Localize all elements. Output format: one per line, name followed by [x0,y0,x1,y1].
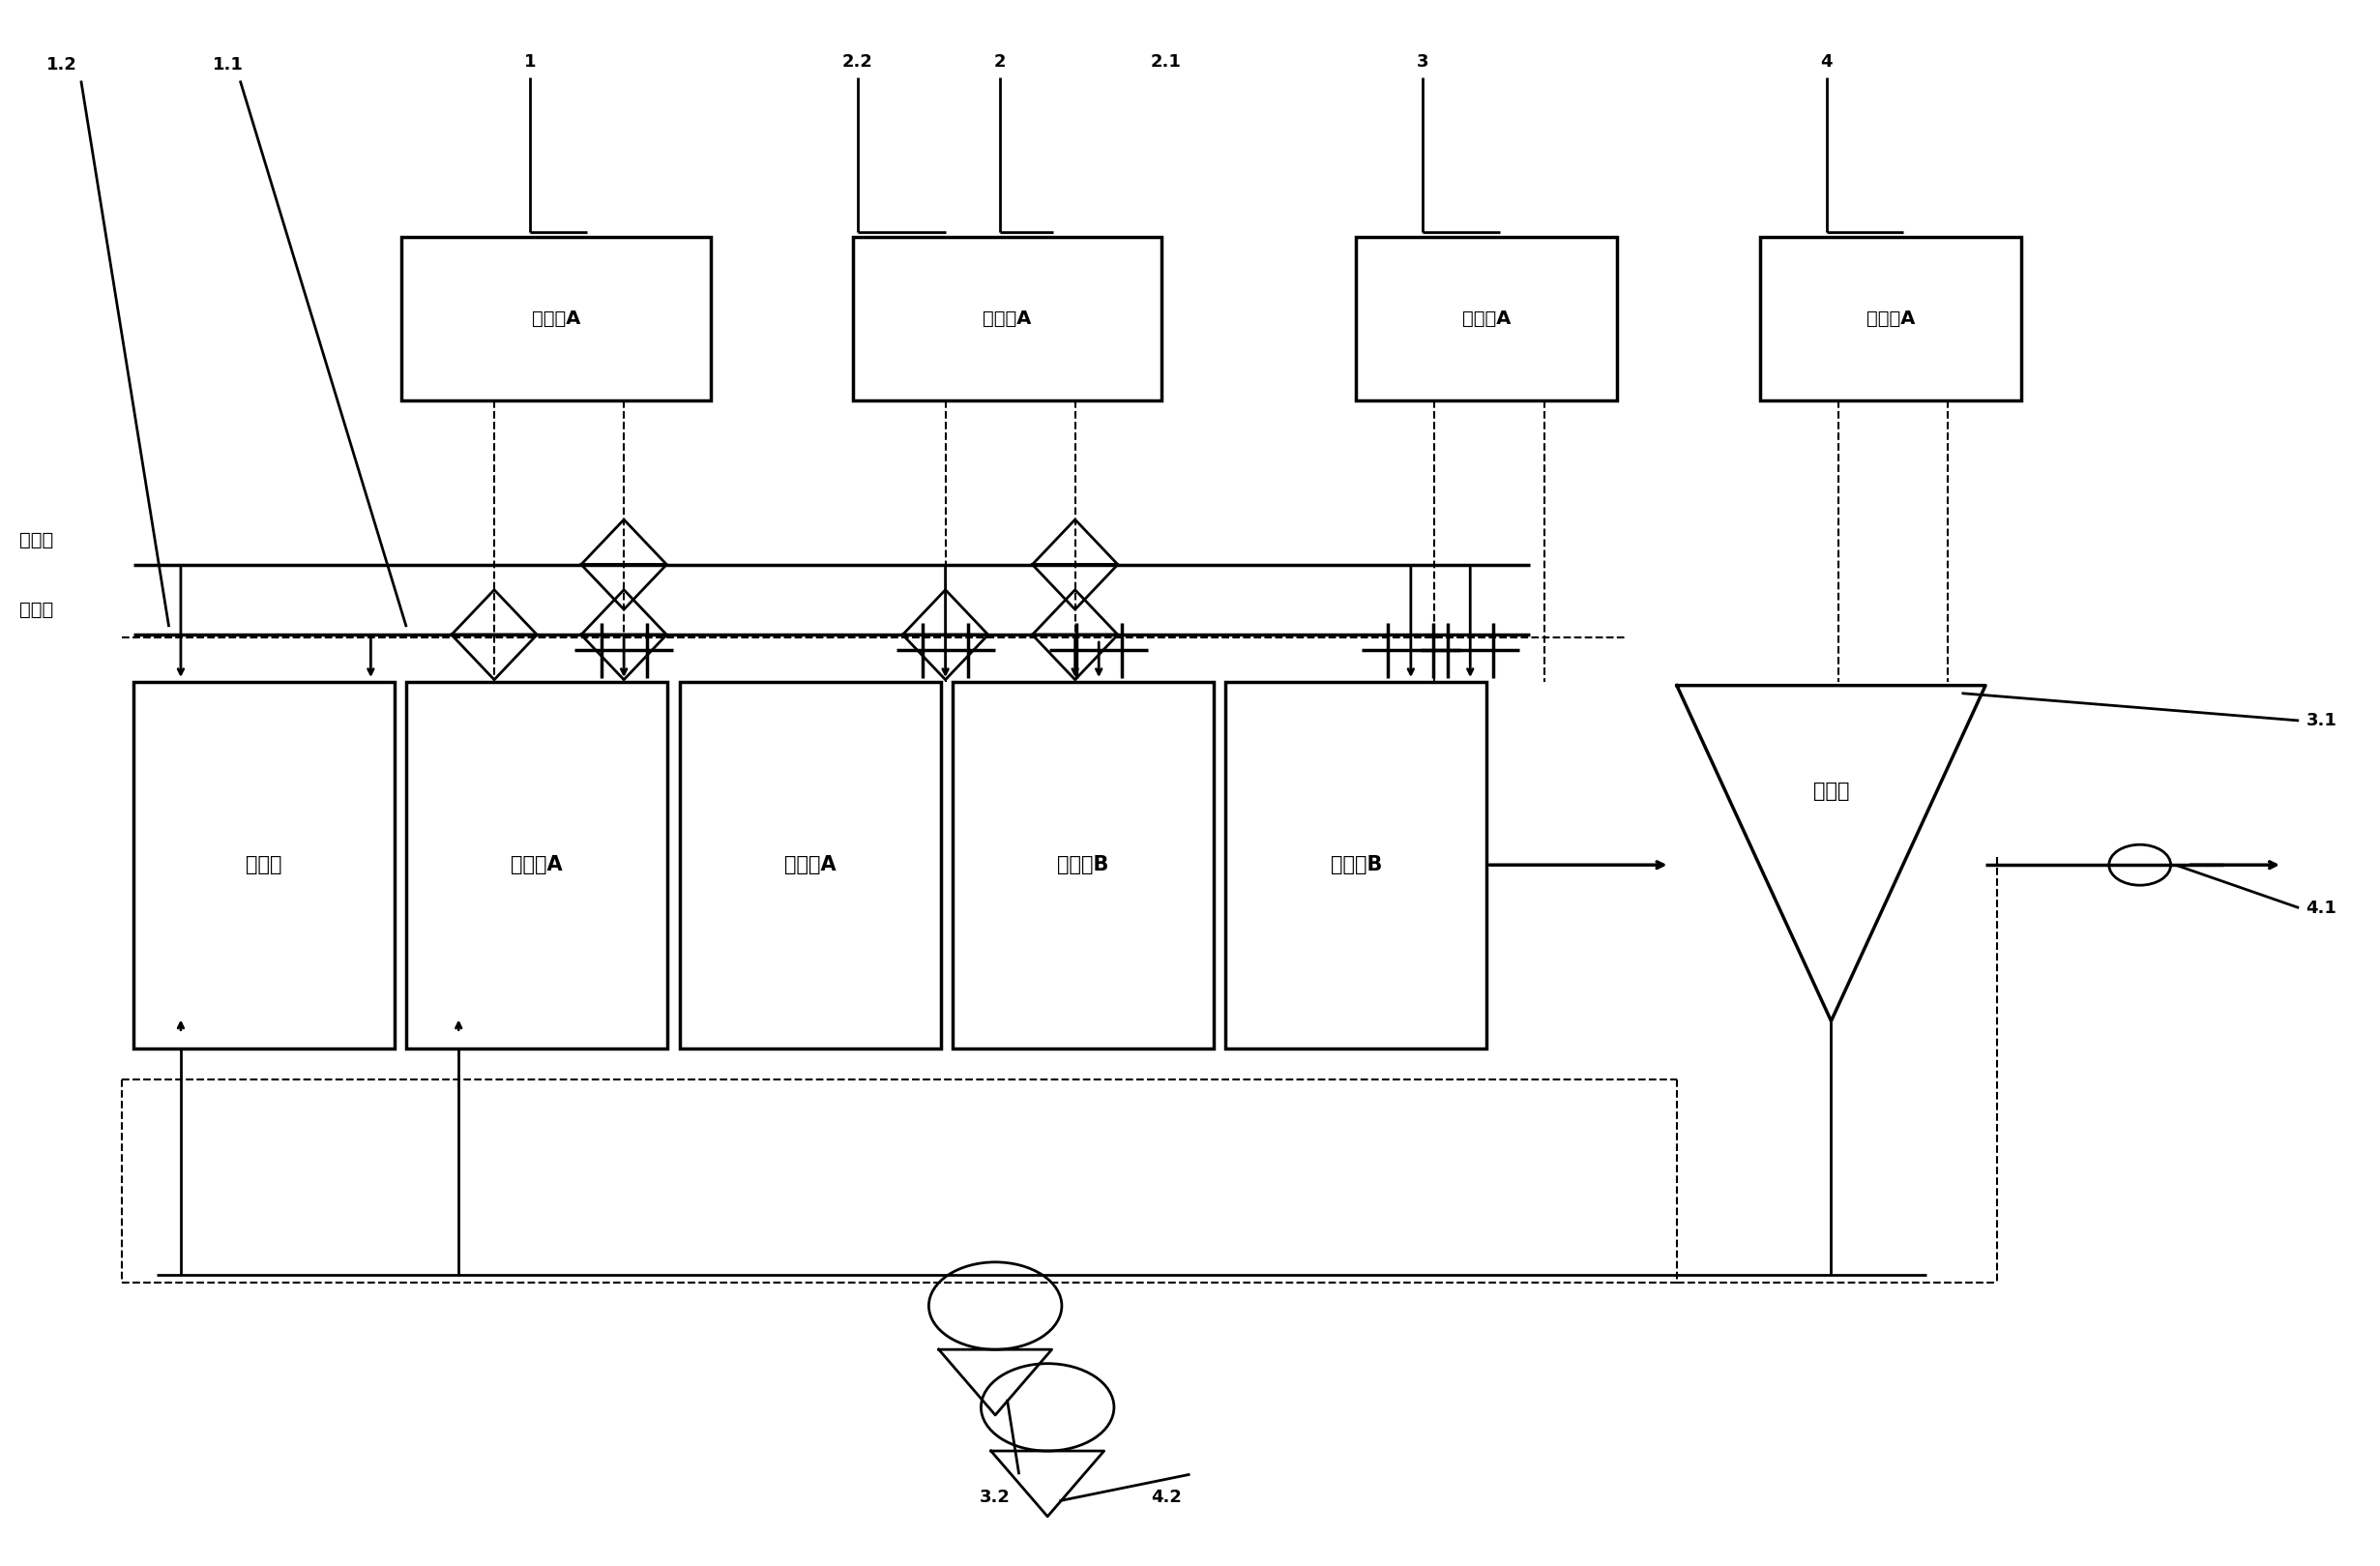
Text: 1.2: 1.2 [48,56,79,74]
Text: 控制器A: 控制器A [1866,310,1916,327]
Bar [1357,236,1618,401]
Text: 好氧池A: 好氧池A [783,855,835,874]
Text: 3.2: 3.2 [981,1489,1012,1506]
Text: 污水管: 污水管 [19,601,52,619]
Text: 缺氧池B: 缺氧池B [1057,855,1109,874]
Text: 厌氧池: 厌氧池 [245,855,281,874]
Bar [852,236,1161,401]
Text: 3: 3 [1416,53,1428,70]
Bar [407,681,666,1048]
Text: 3.1: 3.1 [2306,713,2337,730]
Text: 缺氧池A: 缺氧池A [512,855,564,874]
Bar [133,681,395,1048]
Bar [1226,681,1488,1048]
Text: 控制器A: 控制器A [1461,310,1511,327]
Text: 4.2: 4.2 [1152,1489,1180,1506]
Text: 2: 2 [995,53,1007,70]
Text: 4.1: 4.1 [2306,899,2337,916]
Text: 控制器A: 控制器A [531,310,581,327]
Text: 1.1: 1.1 [212,56,243,74]
Bar [402,236,709,401]
Bar [678,681,940,1048]
Text: 二沉池: 二沉池 [1814,781,1849,800]
Text: 1: 1 [524,53,536,70]
Text: 2.2: 2.2 [843,53,873,70]
Bar [952,681,1214,1048]
Text: 控制器A: 控制器A [983,310,1031,327]
Text: 2.1: 2.1 [1152,53,1180,70]
Text: 好氧池B: 好氧池B [1330,855,1383,874]
Text: 4: 4 [1821,53,1833,70]
Bar [1759,236,2021,401]
Text: 曝气管: 曝气管 [19,531,52,550]
